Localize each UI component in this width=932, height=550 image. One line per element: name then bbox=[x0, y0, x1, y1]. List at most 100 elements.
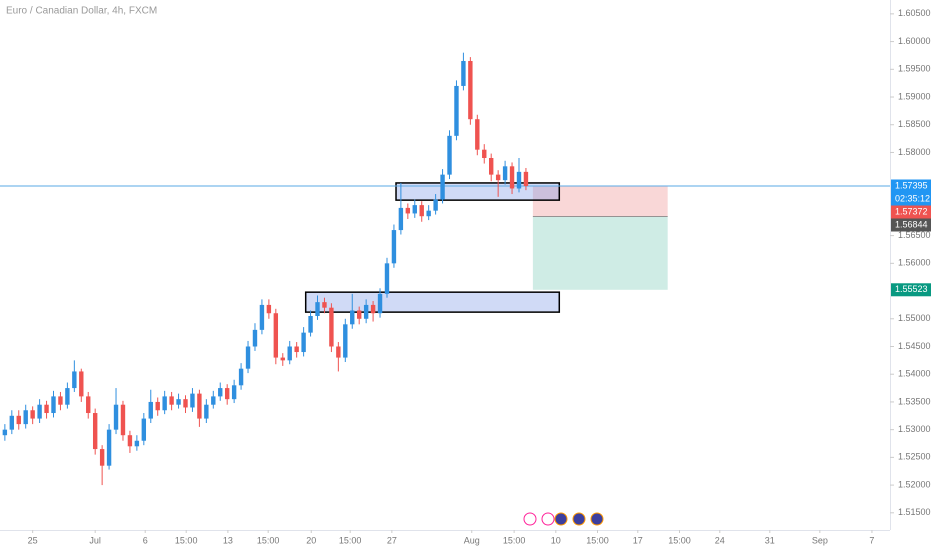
price-label-text: 1.55523 bbox=[895, 284, 928, 294]
y-tick-label: 1.56500 bbox=[898, 230, 931, 240]
candle-body bbox=[92, 413, 98, 450]
candle-body bbox=[398, 207, 404, 231]
candle-body bbox=[252, 329, 258, 347]
candle-body bbox=[447, 135, 452, 175]
y-tick-label: 1.53500 bbox=[898, 396, 931, 406]
x-tick-label: 13 bbox=[223, 535, 233, 545]
event-icon bbox=[590, 512, 604, 526]
candle-body bbox=[155, 401, 160, 411]
candle-body bbox=[37, 404, 42, 419]
candle-body bbox=[127, 435, 133, 447]
price-label-bg bbox=[891, 205, 931, 219]
candle-body bbox=[370, 304, 376, 314]
candle-body bbox=[461, 60, 466, 86]
candle-body bbox=[231, 385, 237, 400]
x-tick-label: 24 bbox=[715, 535, 725, 545]
candle-body bbox=[440, 174, 445, 200]
candle-body bbox=[391, 230, 397, 264]
event-icon bbox=[554, 512, 568, 526]
candle-body bbox=[120, 404, 126, 436]
candle-body bbox=[58, 396, 63, 405]
candle-body bbox=[489, 158, 494, 175]
x-tick-label: Jul bbox=[89, 535, 101, 545]
candle-body bbox=[86, 396, 91, 414]
candle-body bbox=[2, 429, 8, 436]
y-tick-label: 1.54500 bbox=[898, 341, 931, 351]
candle-body bbox=[259, 304, 265, 330]
price-label: 1.57395 bbox=[891, 179, 931, 193]
x-tick-label: 15:00 bbox=[668, 535, 691, 545]
candle-body bbox=[23, 410, 28, 425]
candle-body bbox=[377, 293, 383, 314]
y-tick-label: 1.59500 bbox=[898, 64, 931, 74]
candle-body bbox=[72, 371, 77, 389]
candle-body bbox=[287, 346, 292, 361]
candle-body bbox=[315, 302, 320, 317]
candle-body bbox=[502, 166, 508, 181]
stop-zone bbox=[532, 185, 668, 217]
y-tick-label: 1.51500 bbox=[898, 507, 931, 517]
price-label: 1.55523 bbox=[891, 283, 931, 297]
candle-body bbox=[148, 401, 153, 419]
y-tick-label: 1.58500 bbox=[898, 119, 931, 129]
y-tick-label: 1.52000 bbox=[898, 479, 931, 489]
x-tick-label: 6 bbox=[143, 535, 148, 545]
candle-body bbox=[350, 310, 355, 325]
candle-body bbox=[516, 171, 522, 189]
candle-body bbox=[266, 304, 272, 314]
y-tick-label: 1.59000 bbox=[898, 91, 931, 101]
candle-body bbox=[169, 396, 174, 405]
candle-body bbox=[204, 404, 209, 419]
x-tick-label: 15:00 bbox=[503, 535, 526, 545]
event-icon bbox=[541, 512, 555, 526]
x-tick-label: 25 bbox=[28, 535, 38, 545]
candle-body bbox=[162, 396, 167, 411]
candle-body bbox=[356, 310, 362, 319]
x-tick-label: 27 bbox=[387, 535, 397, 545]
y-tick-label: 1.56000 bbox=[898, 258, 931, 268]
candle-body bbox=[329, 307, 334, 347]
chart-title: Euro / Canadian Dollar, 4h, FXCM bbox=[6, 6, 157, 17]
zone bbox=[304, 291, 561, 313]
x-tick-label: 15:00 bbox=[175, 535, 198, 545]
price-label: 1.57372 bbox=[891, 205, 931, 219]
x-tick-label: Sep bbox=[812, 535, 828, 545]
candle-body bbox=[419, 205, 424, 217]
price-label: 1.56844 bbox=[891, 218, 931, 232]
candle-body bbox=[65, 388, 70, 405]
x-tick-label: 15:00 bbox=[257, 535, 280, 545]
candle-body bbox=[343, 324, 348, 358]
countdown-bg bbox=[891, 192, 931, 206]
x-tick-label: 20 bbox=[306, 535, 316, 545]
y-tick-label: 1.53000 bbox=[898, 424, 931, 434]
event-icons bbox=[523, 512, 604, 526]
x-tick-label: 7 bbox=[869, 535, 874, 545]
candle-body bbox=[211, 396, 216, 405]
y-tick-label: 1.52500 bbox=[898, 452, 931, 462]
candle-body bbox=[475, 119, 480, 150]
candle-body bbox=[183, 399, 188, 408]
y-tick-label: 1.60500 bbox=[898, 8, 931, 18]
candle-body bbox=[273, 313, 279, 358]
x-tick-label: 15:00 bbox=[339, 535, 362, 545]
price-label-text: 1.56844 bbox=[895, 219, 928, 229]
x-tick-label: 31 bbox=[765, 535, 775, 545]
candle-body bbox=[384, 263, 390, 294]
y-tick-label: 1.58000 bbox=[898, 147, 931, 157]
candle-body bbox=[16, 415, 21, 425]
candle-body bbox=[238, 368, 244, 386]
price-label-text: 1.57372 bbox=[895, 206, 928, 216]
candle-body bbox=[294, 346, 299, 353]
candle-body bbox=[454, 85, 459, 136]
candle-body bbox=[197, 393, 202, 419]
candle-body bbox=[245, 346, 251, 369]
candle-body bbox=[405, 207, 411, 214]
candle-body bbox=[336, 346, 341, 358]
x-tick-label: 17 bbox=[633, 535, 643, 545]
target-zone bbox=[532, 216, 668, 290]
candle-body bbox=[79, 371, 84, 397]
event-icon bbox=[572, 512, 586, 526]
candle-body bbox=[51, 396, 56, 414]
candle-body bbox=[176, 399, 181, 405]
